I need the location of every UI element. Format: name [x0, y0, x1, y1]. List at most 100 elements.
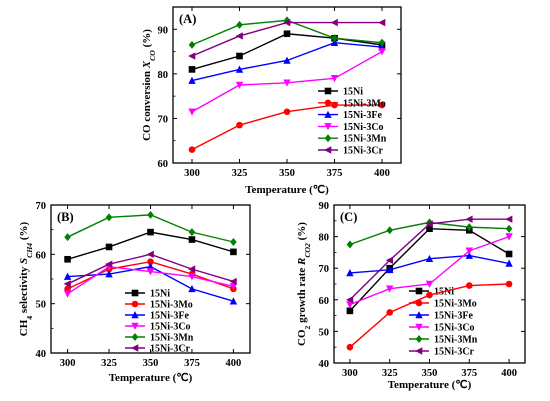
data-point [386, 309, 394, 316]
legend-label: 15Ni [343, 87, 363, 98]
data-point [146, 268, 155, 276]
data-point [386, 285, 394, 293]
data-point [465, 215, 473, 223]
data-point [236, 20, 243, 29]
data-point [465, 247, 473, 255]
data-point [64, 233, 71, 242]
data-point [378, 48, 386, 56]
x-tick-label: 400 [226, 358, 242, 369]
legend-marker [415, 347, 423, 355]
data-point [378, 101, 386, 109]
data-point [425, 280, 434, 288]
legend-label: 15Ni-3Cr [434, 347, 475, 358]
data-point [63, 290, 72, 298]
x-tick-label: 325 [232, 168, 248, 179]
y-axis-label: CO conversion XCO (%) [141, 29, 157, 141]
data-point [378, 18, 386, 27]
y-tick-label: 40 [319, 359, 330, 370]
legend-marker [131, 300, 139, 308]
data-point [188, 76, 196, 84]
y-tick-label: 70 [158, 114, 169, 125]
series-15ni-3mn [188, 16, 386, 49]
panel-label: (A) [179, 12, 196, 26]
data-point [235, 81, 244, 89]
y-axis-label-part: CH [18, 319, 30, 336]
legend-marker [131, 333, 139, 341]
data-point [188, 228, 196, 237]
x-tick-label: 300 [60, 358, 76, 369]
data-point [64, 255, 71, 263]
data-point [505, 233, 513, 241]
data-point [188, 40, 196, 49]
x-tick-label: 400 [501, 368, 517, 379]
y-tick-label: 40 [36, 349, 47, 360]
data-point [229, 277, 237, 286]
series-line [67, 214, 234, 243]
legend-marker [324, 123, 332, 131]
series-15ni-3mo [346, 280, 513, 351]
data-point [465, 223, 473, 232]
data-point [385, 256, 394, 264]
data-point [188, 273, 196, 281]
data-point [426, 291, 433, 299]
data-point [146, 262, 155, 270]
legend-marker [415, 287, 423, 295]
legend-label: 15Ni-3Mn [150, 333, 194, 344]
data-point [146, 250, 154, 259]
data-point [63, 272, 72, 280]
x-tick-label: 300 [342, 368, 358, 379]
data-point [283, 18, 291, 27]
data-point [230, 238, 237, 246]
data-point [229, 283, 238, 291]
series-15ni [346, 225, 513, 315]
data-point [346, 269, 354, 277]
y-axis-label-part: CO [296, 329, 308, 346]
series-line [191, 33, 383, 71]
legend-label: 15Ni-3Mn [343, 134, 387, 145]
y-tick-label: 70 [319, 264, 330, 275]
data-point [235, 32, 243, 40]
data-point [105, 260, 113, 268]
series-15ni-3cr [346, 215, 513, 304]
data-point [378, 38, 386, 47]
y-tick-label: 60 [319, 296, 330, 307]
data-point [465, 251, 473, 259]
data-point [105, 243, 113, 251]
legend-label: 15Ni-3Fe [434, 311, 473, 322]
y-tick-label: 90 [158, 25, 169, 36]
x-tick-label: 375 [184, 358, 200, 369]
data-point [386, 226, 394, 235]
y-tick-label: 60 [36, 250, 47, 261]
y-tick-label: 60 [158, 159, 169, 170]
legend-label: 15Ni-3Co [150, 322, 191, 333]
legend-marker [415, 299, 423, 307]
data-point [236, 52, 243, 60]
panel-a: 300 325 350 375 400 60 70 80 90 (A) Temperature (℃… [141, 6, 402, 196]
legend-label: 15Ni-3Mo [150, 300, 193, 311]
legend-marker [415, 323, 423, 331]
data-point [147, 258, 154, 266]
data-point [188, 66, 196, 73]
y-axis-label-part: 4 [25, 316, 34, 320]
legend-label: 15Ni-3Mo [343, 98, 386, 109]
legend-label: 15Ni-3Mo [434, 299, 477, 310]
y-axis-label-part: 2 [303, 325, 312, 329]
data-point [188, 108, 196, 116]
data-point [346, 307, 354, 315]
legend-marker [324, 134, 332, 143]
legend-label: 15Ni-3Fe [150, 311, 189, 322]
panel-b: 300 325 350 375 400 40 50 60 70 (B) Temperature (℃… [18, 201, 251, 384]
x-axis-label: Temperature (℃) [245, 184, 329, 196]
x-tick-label: 300 [184, 168, 200, 179]
x-tick-label: 400 [374, 168, 390, 179]
legend-label: 15Ni-3Co [343, 122, 384, 133]
y-tick-label: 50 [319, 327, 330, 338]
y-axis-label-part: CO2 [303, 243, 312, 258]
y-axis-label-part: (%) [18, 221, 30, 242]
legend-label: 15Ni-3Fe [343, 110, 382, 121]
data-point [188, 146, 196, 153]
series-line [349, 227, 510, 312]
data-point [425, 220, 433, 228]
x-tick-label: 375 [327, 168, 343, 179]
